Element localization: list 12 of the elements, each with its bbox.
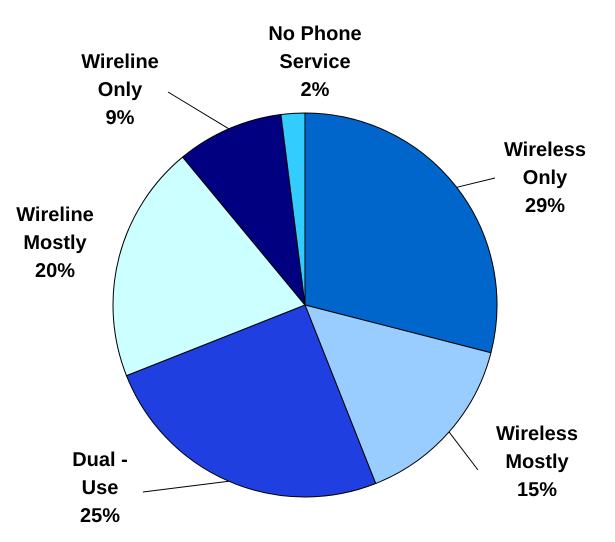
data-label: 29% — [524, 195, 566, 217]
slice-label: No Phone Service — [268, 23, 362, 73]
data-label: 9% — [106, 107, 135, 129]
data-label: 2% — [300, 79, 330, 101]
data-label: 20% — [34, 260, 76, 282]
slice-label: Wireless Only — [504, 139, 586, 189]
slice-label: Wireless Mostly — [496, 423, 578, 473]
slice-label: Dual - Use — [72, 449, 128, 499]
slice-label: Wireline Only — [81, 51, 159, 101]
data-label: 15% — [516, 479, 558, 501]
data-label: 25% — [80, 505, 120, 527]
slice-label: Wireline Mostly — [16, 204, 94, 254]
